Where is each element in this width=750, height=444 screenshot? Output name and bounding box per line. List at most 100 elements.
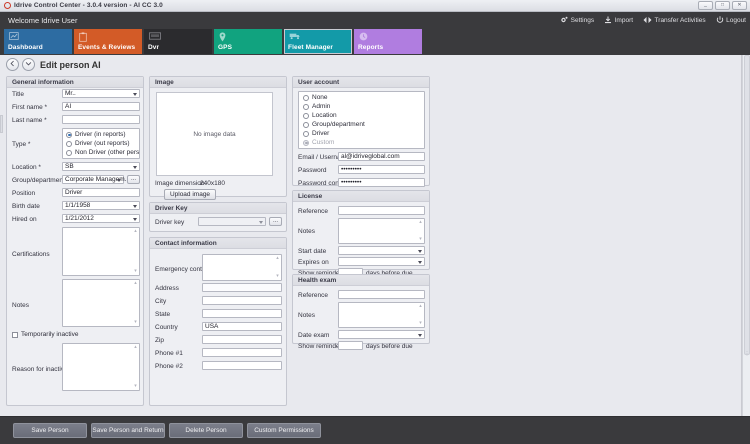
general-information-title: General information [7,77,143,88]
license-reference-input[interactable] [338,206,425,215]
temporarily-inactive-label: Temporarily inactive [21,331,79,338]
reason-for-inactivity-textarea[interactable]: ▴ ▾ [62,343,140,391]
transfer-activities-button[interactable]: Transfer Activities [643,16,706,24]
license-body: Reference Notes ▴ ▾ Start date Expires o… [293,202,429,277]
nav-tab-dashboard-label: Dashboard [8,44,43,51]
role-radio-location[interactable]: Location [303,112,337,119]
role-radio-driver[interactable]: Driver [303,130,329,137]
scroll-up-icon[interactable]: ▴ [134,280,137,286]
scroll-down-icon[interactable]: ▾ [134,319,137,325]
email-username-label: Email / Username [298,154,350,161]
title-select[interactable]: Mr.. [62,89,140,98]
certifications-textarea[interactable]: ▴ ▾ [62,227,140,276]
user-role-radio-group: None Admin Location Group/department [298,91,425,149]
type-radio-driver-in-reports[interactable]: Driver (in reports) [66,131,126,138]
scroll-down-icon[interactable]: ▾ [134,268,137,274]
truck-icon [289,32,301,42]
settings-button[interactable]: Settings [560,16,594,24]
health-reference-input[interactable] [338,290,425,299]
scroll-down-icon[interactable]: ▾ [134,383,137,389]
type-radio-non-driver-label: Non Driver (other personnel) [75,149,140,156]
health-reminder-input[interactable] [338,341,363,350]
role-radio-group-department-label: Group/department [312,121,365,128]
first-name-input[interactable]: AI [62,102,140,111]
driver-key-title: Driver Key [150,203,286,214]
notes-textarea[interactable]: ▴ ▾ [62,279,140,327]
save-person-button[interactable]: Save Person [13,423,87,438]
scroll-up-icon[interactable]: ▴ [419,303,422,309]
license-start-date-picker[interactable] [338,246,425,255]
scroll-up-icon[interactable]: ▴ [276,255,279,261]
country-input[interactable]: USA [202,322,282,331]
import-button[interactable]: Import [604,16,633,24]
health-notes-textarea[interactable]: ▴ ▾ [338,302,425,328]
hired-on-picker[interactable]: 1/21/2012 [62,214,140,223]
notes-label: Notes [12,302,29,309]
city-input[interactable] [202,296,282,305]
type-radio-non-driver[interactable]: Non Driver (other personnel) [66,149,140,156]
type-radio-driver-out-reports[interactable]: Driver (out reports) [66,140,130,147]
type-radio-driver-in-reports-label: Driver (in reports) [75,131,126,138]
state-input[interactable] [202,309,282,318]
scroll-down-icon[interactable]: ▾ [419,320,422,326]
nav-tab-dvr[interactable]: Dvr [144,29,212,54]
email-username-input[interactable]: al@idriveglobal.com [338,152,425,161]
driver-key-select[interactable] [198,217,266,226]
back-button[interactable] [6,58,19,71]
logout-button[interactable]: Logout [716,16,746,24]
license-expires-picker[interactable] [338,257,425,266]
nav-tab-events-reviews[interactable]: Events & Reviews [74,29,142,54]
license-notes-textarea[interactable]: ▴ ▾ [338,218,425,244]
scrollbar-grip-icon[interactable]: ⋮ [744,351,750,357]
panel-resize-handle[interactable] [0,115,3,133]
clock-icon [359,32,368,43]
role-radio-admin[interactable]: Admin [303,103,330,110]
close-button[interactable]: ✕ [732,1,747,10]
image-preview[interactable]: No image data [156,92,273,176]
nav-tab-dashboard[interactable]: Dashboard [4,29,72,54]
last-name-input[interactable] [62,115,140,124]
radio-icon [66,140,72,147]
role-radio-group-department[interactable]: Group/department [303,121,365,128]
birth-date-picker[interactable]: 1/1/1958 [62,201,140,210]
chevron-down-icon [131,164,138,170]
content-vertical-scrollbar[interactable]: ⋮ [742,55,750,416]
minimize-button[interactable]: _ [698,1,713,10]
driver-key-browse-button[interactable]: ... [269,217,282,226]
hired-on-value: 1/21/2012 [65,215,94,222]
upload-image-button[interactable]: Upload image [164,189,216,200]
emergency-contact-label: Emergency contact [155,266,211,273]
custom-permissions-button[interactable]: Custom Permissions [247,423,321,438]
group-department-select[interactable]: Corporate Managem... [62,175,130,184]
zip-input[interactable] [202,335,282,344]
phone1-input[interactable] [202,348,282,357]
save-person-and-return-button[interactable]: Save Person and Return [91,423,165,438]
password-input[interactable]: ••••••••• [338,165,425,174]
phone2-input[interactable] [202,361,282,370]
role-radio-none[interactable]: None [303,94,328,101]
scroll-down-icon[interactable]: ▾ [419,236,422,242]
address-input[interactable] [202,283,282,292]
delete-person-button[interactable]: Delete Person [169,423,243,438]
scroll-down-icon[interactable]: ▾ [276,273,279,279]
down-button[interactable] [22,58,35,71]
location-select[interactable]: SB [62,162,140,171]
nav-tab-reports[interactable]: Reports [354,29,422,54]
health-date-exam-picker[interactable] [338,330,425,339]
nav-tab-gps[interactable]: GPS [214,29,282,54]
scroll-up-icon[interactable]: ▴ [134,344,137,350]
maximize-button[interactable]: □ [715,1,730,10]
license-title: License [293,191,429,202]
position-input[interactable]: Driver [62,188,140,197]
password-confirm-input[interactable]: ••••••••• [338,178,425,187]
group-department-browse-button[interactable]: ... [127,175,140,184]
scroll-up-icon[interactable]: ▴ [419,219,422,225]
scroll-up-icon[interactable]: ▴ [134,228,137,234]
window-title: Idrive Control Center - 3.0.4 version - … [14,2,163,9]
temporarily-inactive-checkbox[interactable]: Temporarily inactive [12,331,78,338]
main-navigation: Dashboard Events & Reviews Dvr GPS Fleet… [0,28,750,55]
emergency-contact-textarea[interactable]: ▴ ▾ [202,254,282,281]
nav-tab-fleet-manager[interactable]: Fleet Manager [284,29,352,54]
radio-icon [303,139,309,146]
scrollbar-thumb[interactable] [744,55,750,355]
